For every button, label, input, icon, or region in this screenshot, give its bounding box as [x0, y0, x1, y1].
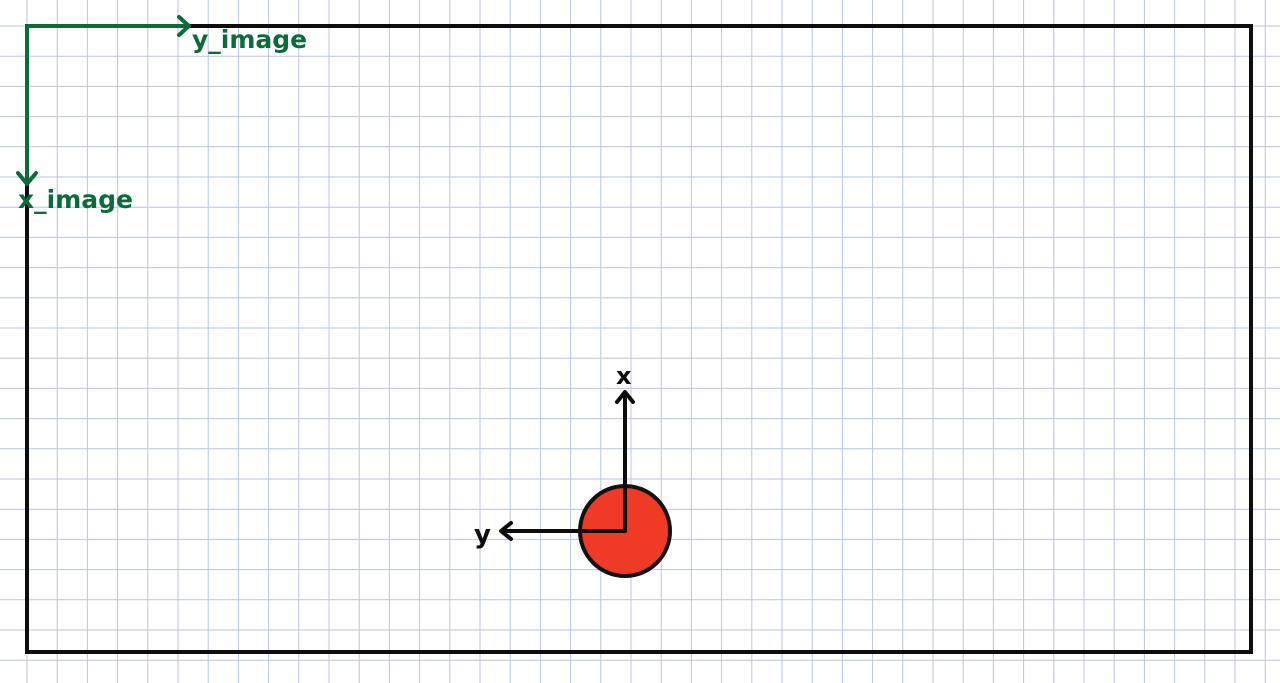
object-y-arrowhead	[499, 521, 513, 541]
image-border	[25, 24, 1253, 654]
image-frame-axes: y_image x_image	[16, 15, 307, 214]
image-x-axis-label: x_image	[18, 185, 133, 214]
object-x-arrowhead	[615, 390, 635, 404]
image-x-arrowhead	[16, 171, 38, 186]
image-y-axis-label: y_image	[192, 25, 307, 54]
object-frame-axes: x y	[474, 362, 635, 550]
object-x-axis-label: x	[616, 362, 632, 390]
image-y-arrowhead	[177, 15, 191, 37]
object-y-axis-label: y	[474, 520, 491, 550]
